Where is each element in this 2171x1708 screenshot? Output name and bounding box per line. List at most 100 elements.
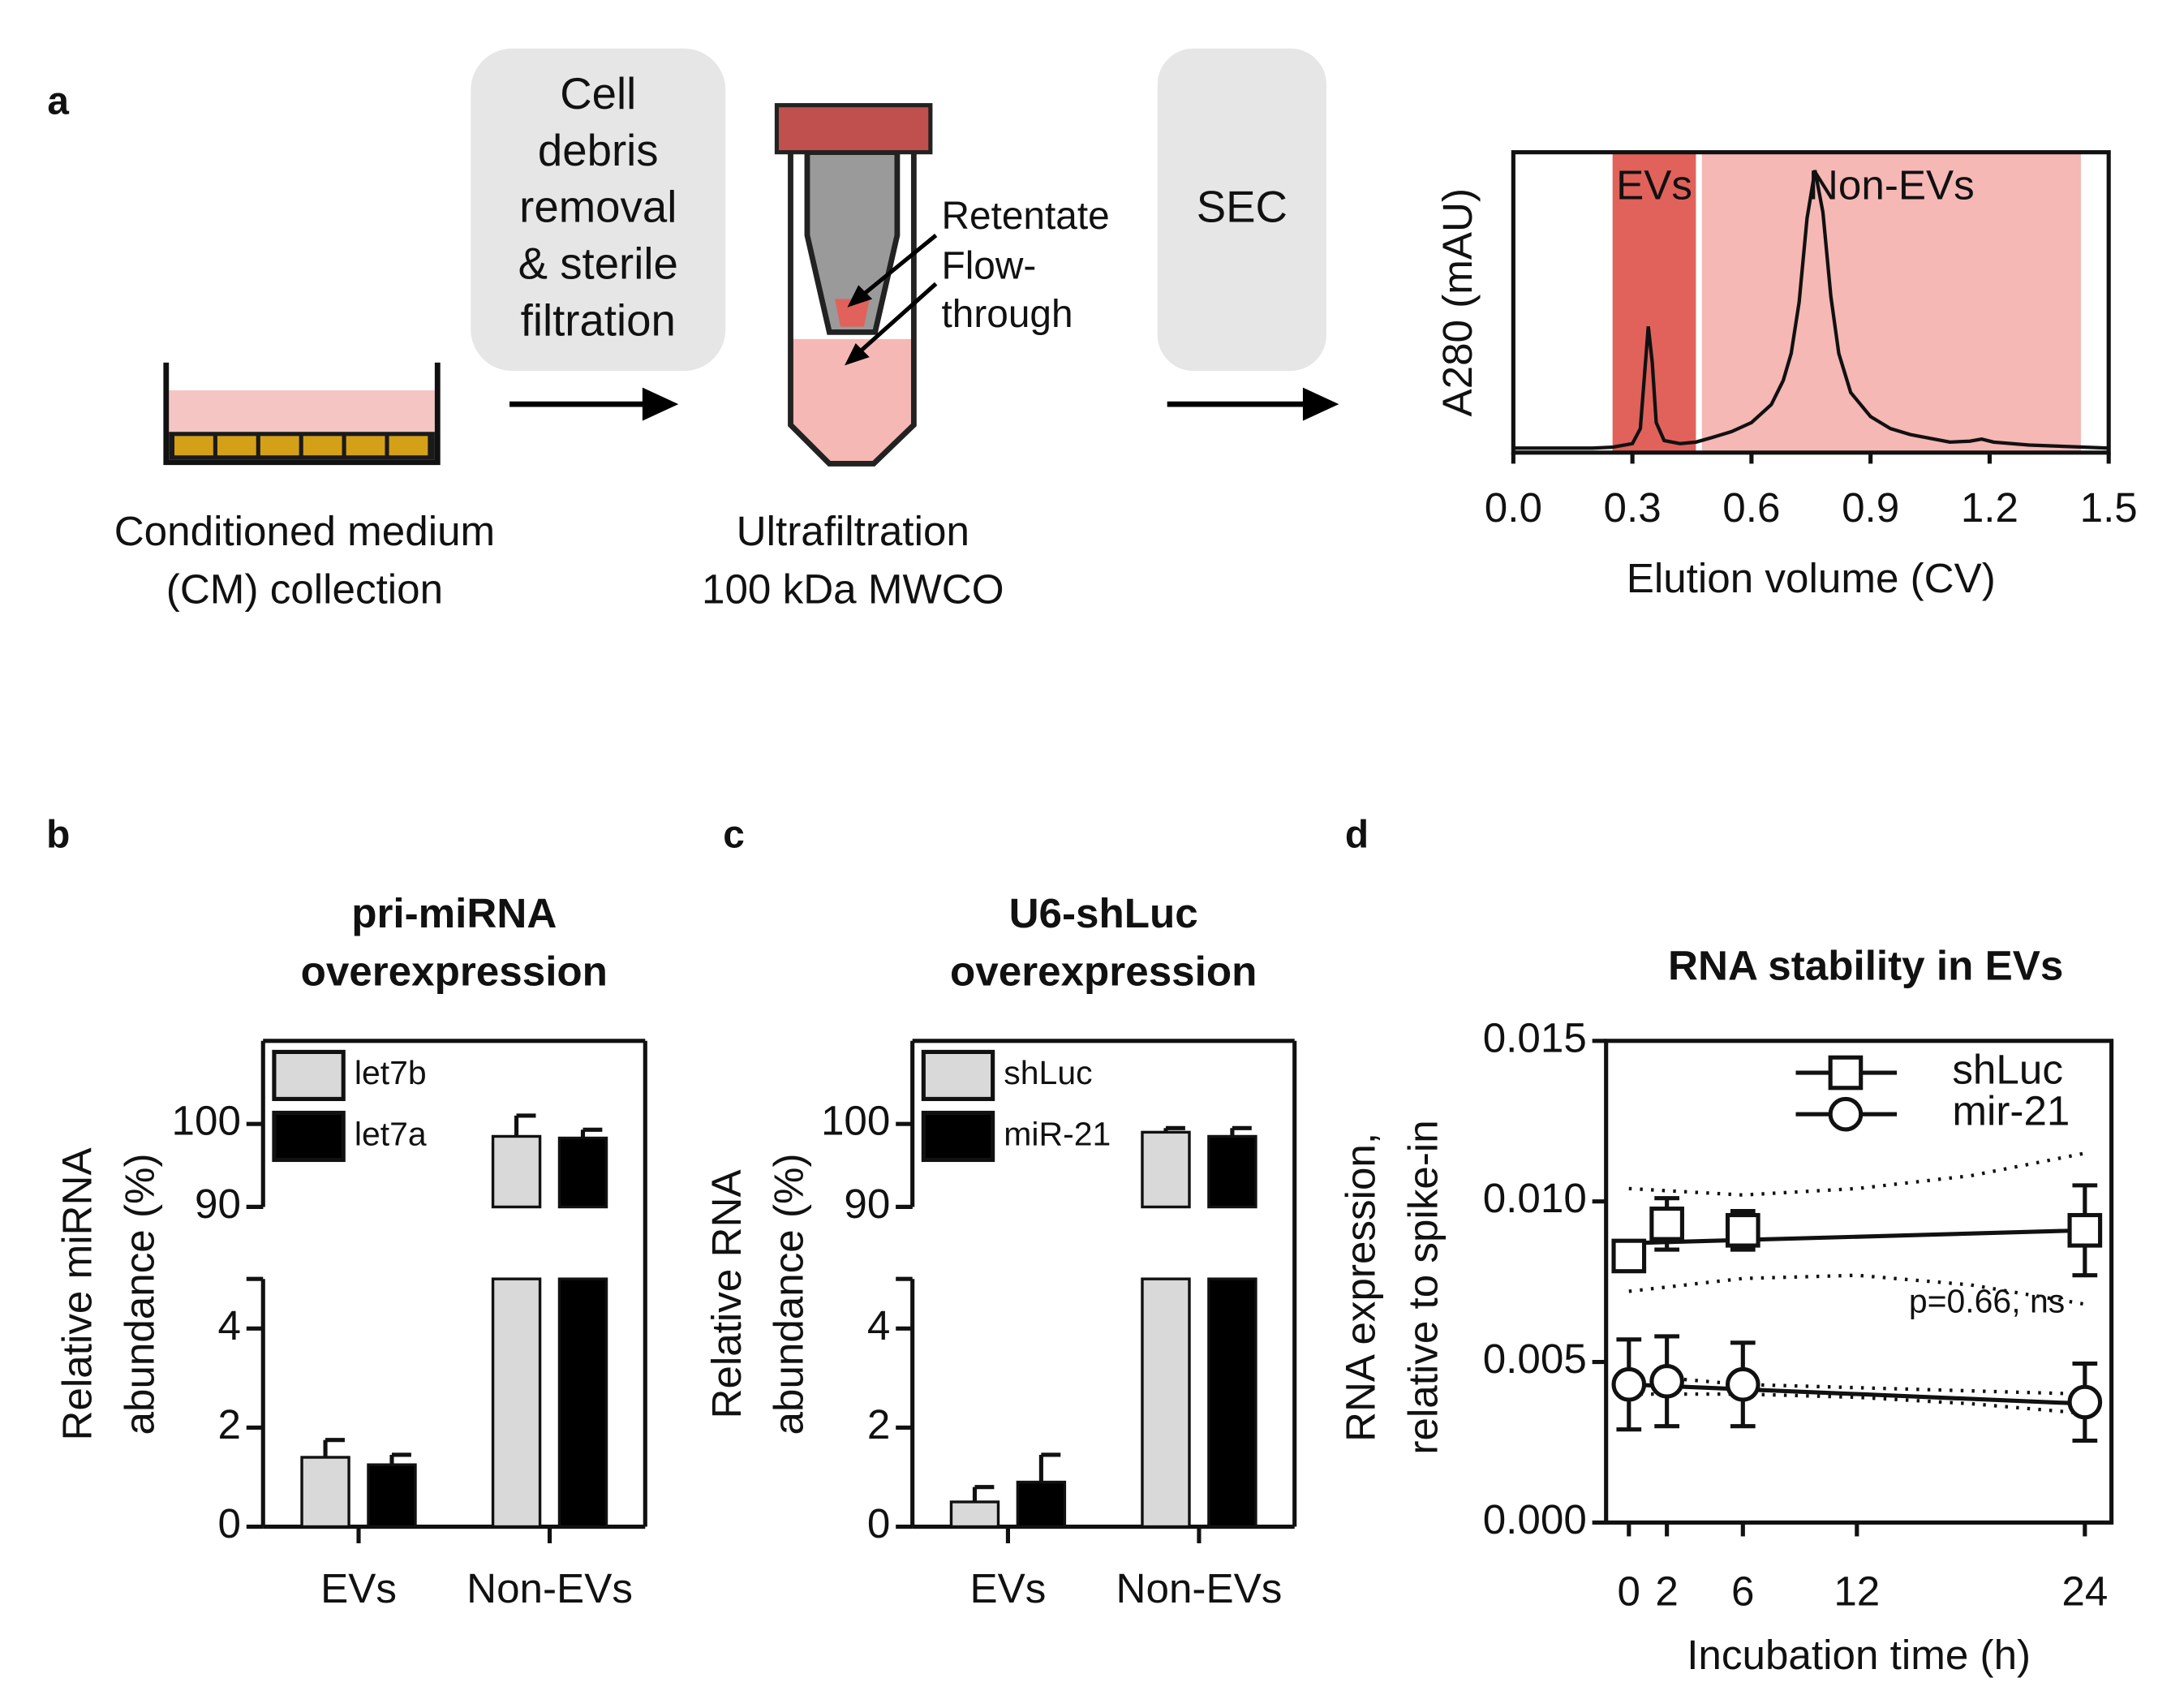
bar xyxy=(949,1500,1000,1529)
retentate-label: Retentate xyxy=(942,195,1110,238)
marker xyxy=(1611,1366,1647,1402)
step-label: Cell xyxy=(560,69,636,118)
chart-title: overexpression xyxy=(950,948,1257,994)
confidence-band xyxy=(1628,1151,2086,1197)
panel-label: b xyxy=(46,814,70,857)
legend-label: shLuc xyxy=(1952,1047,2063,1093)
x-tick-label: EVs xyxy=(320,1565,397,1611)
y-tick-label: 2 xyxy=(217,1401,240,1448)
bar xyxy=(1141,1130,1191,1209)
panel-label: d xyxy=(1345,814,1369,857)
bar xyxy=(1141,1277,1191,1529)
cells xyxy=(260,436,299,456)
legend-swatch xyxy=(921,1049,995,1101)
step-label: filtration xyxy=(521,296,676,346)
bar xyxy=(300,1456,350,1529)
x-tick-label: 0.6 xyxy=(1722,484,1780,531)
x-tick-label: 0.0 xyxy=(1485,484,1542,531)
y-tick-label: 0.015 xyxy=(1483,1014,1587,1061)
annotation: p=0.66, ns xyxy=(1909,1283,2065,1320)
step-label: removal xyxy=(519,183,677,232)
pointer-line xyxy=(859,234,938,299)
plot-frame xyxy=(1511,150,2111,455)
caption: 100 kDa MWCO xyxy=(702,566,1004,613)
y-tick-label: 0.000 xyxy=(1483,1496,1587,1542)
marker xyxy=(1611,1238,1647,1274)
cells xyxy=(389,436,428,456)
marker xyxy=(1725,1366,1760,1402)
step-box xyxy=(471,48,726,372)
y-tick-label: 2 xyxy=(867,1401,890,1448)
legend-swatch xyxy=(921,1110,995,1163)
caption: Conditioned medium xyxy=(114,508,495,554)
y-tick-label: 90 xyxy=(195,1181,241,1227)
y-tick-label: 0.005 xyxy=(1483,1336,1587,1382)
marker xyxy=(2067,1384,2103,1420)
medium xyxy=(169,390,435,432)
marker xyxy=(1649,1363,1684,1399)
y-tick-label: 0 xyxy=(217,1500,240,1547)
x-tick-label: 0 xyxy=(1618,1568,1640,1615)
cells xyxy=(217,436,256,456)
bar xyxy=(491,1277,542,1529)
x-axis-label: Elution volume (CV) xyxy=(1627,555,1996,601)
y-tick-label: 100 xyxy=(172,1098,241,1144)
y-axis-label: Relative miRNA xyxy=(54,1147,100,1441)
flowthrough-label: through xyxy=(942,293,1073,336)
x-tick-label: 2 xyxy=(1655,1568,1678,1615)
arrow-head xyxy=(1302,387,1339,421)
legend-swatch xyxy=(272,1110,346,1163)
arrow-head xyxy=(642,387,679,421)
x-tick-label: Non-EVs xyxy=(466,1565,633,1611)
step-label: & sterile xyxy=(518,239,678,289)
step-label: SEC xyxy=(1197,183,1288,232)
x-tick-label: 0.9 xyxy=(1842,484,1899,531)
pointer-head xyxy=(847,285,873,308)
x-tick-label: Non-EVs xyxy=(1116,1565,1283,1611)
bar xyxy=(367,1463,417,1529)
legend-label: shLuc xyxy=(1004,1054,1092,1091)
x-axis-label: Incubation time (h) xyxy=(1687,1632,2031,1678)
panel-label: c xyxy=(723,814,745,857)
x-tick-label: 24 xyxy=(2061,1568,2108,1615)
marker xyxy=(1649,1207,1684,1241)
y-tick-label: 100 xyxy=(821,1098,890,1144)
pointer-line xyxy=(857,282,938,355)
marker xyxy=(1828,1096,1864,1132)
step-label: debris xyxy=(538,126,659,175)
chart-title: overexpression xyxy=(301,948,608,994)
y-tick-label: 4 xyxy=(867,1302,890,1349)
legend-swatch xyxy=(272,1049,346,1101)
bar xyxy=(557,1136,608,1209)
y-tick-label: 90 xyxy=(844,1181,890,1227)
arrow xyxy=(509,387,1339,421)
legend-label: mir-21 xyxy=(1952,1088,2070,1134)
fit-line xyxy=(1628,1382,2085,1406)
shaded-region xyxy=(1701,152,2081,453)
legend-label: let7a xyxy=(355,1115,427,1152)
y-axis-label: Relative RNA xyxy=(703,1169,750,1419)
confidence-band xyxy=(1628,1373,2085,1396)
step-box xyxy=(1157,48,1326,372)
y-tick-label: 0.010 xyxy=(1483,1175,1587,1221)
chromatogram-line xyxy=(1513,170,2109,450)
bar xyxy=(491,1134,542,1209)
cells xyxy=(303,436,342,456)
x-tick-label: 6 xyxy=(1731,1568,1754,1615)
cells xyxy=(174,436,213,456)
legend-label: let7b xyxy=(355,1054,427,1091)
caption: Ultrafiltration xyxy=(737,508,969,554)
y-axis-label: RNA expression, xyxy=(1338,1133,1384,1442)
retentate-liquid xyxy=(835,299,870,327)
chart-title: RNA stability in EVs xyxy=(1668,943,2063,989)
x-tick-label: EVs xyxy=(969,1565,1046,1611)
marker xyxy=(1725,1212,1760,1248)
region-label: Non-EVs xyxy=(1808,162,1975,209)
flowthrough-liquid xyxy=(792,338,911,462)
legend-label: miR-21 xyxy=(1004,1115,1111,1152)
y-tick-label: 4 xyxy=(217,1302,240,1349)
fit-line xyxy=(1628,1228,2085,1246)
flowthrough-label: Flow- xyxy=(942,245,1037,288)
tube-cap xyxy=(774,103,933,155)
